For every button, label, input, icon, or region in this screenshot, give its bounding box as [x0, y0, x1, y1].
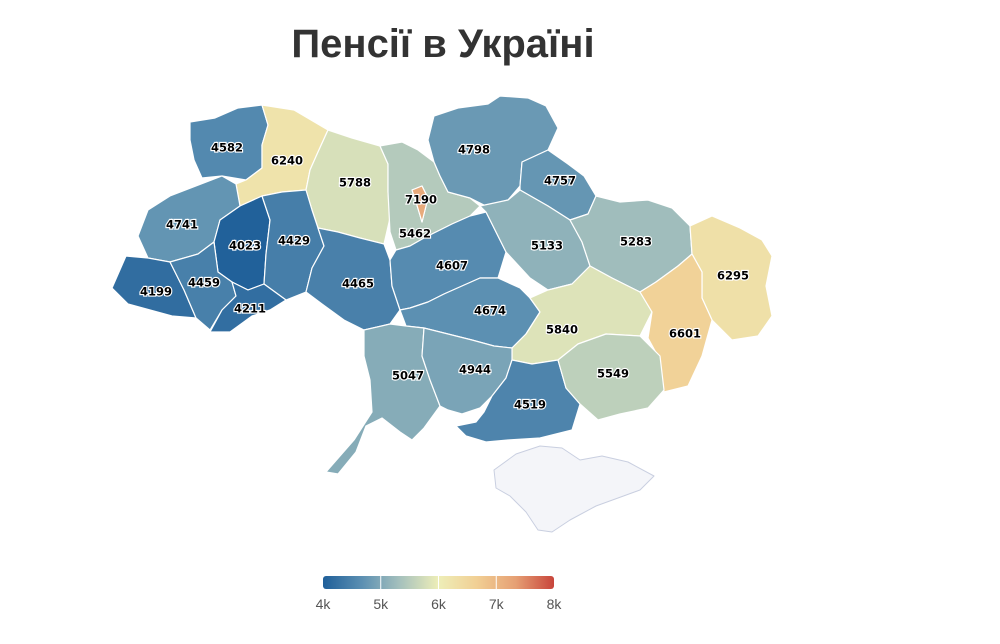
color-legend: 4k 5k 6k 7k 8k	[316, 576, 563, 612]
value-label-mykolaiv: 4944	[459, 363, 491, 377]
region-kherson[interactable]	[455, 359, 581, 443]
value-label-sumy: 4757	[544, 174, 576, 188]
value-label-donetsk: 6601	[669, 327, 701, 341]
legend-tick-label: 5k	[373, 596, 389, 612]
value-label-zhytomyr: 5788	[339, 176, 371, 190]
value-label-chernihiv: 4798	[458, 143, 490, 157]
value-label-cherkasy: 4607	[436, 259, 468, 273]
legend-tick-label: 4k	[316, 596, 332, 612]
value-label-kyiv-oblast: 5462	[399, 227, 431, 241]
legend-tick-label: 8k	[547, 596, 563, 612]
value-label-chernivtsi: 4211	[234, 302, 266, 316]
value-label-ivano-frankivsk: 4459	[188, 276, 220, 290]
value-label-rivne: 6240	[271, 154, 303, 168]
value-label-ternopil: 4023	[229, 239, 261, 253]
value-label-poltava: 5133	[531, 239, 563, 253]
value-label-dnipropetrovsk: 5840	[546, 323, 578, 337]
value-label-vinnytsia: 4465	[342, 277, 374, 291]
value-label-kherson: 4519	[514, 398, 546, 412]
legend-tick-label: 7k	[489, 596, 505, 612]
region-donetsk[interactable]	[639, 253, 713, 393]
value-label-zaporizhzhia: 5549	[597, 367, 629, 381]
value-label-luhansk: 6295	[717, 269, 749, 283]
value-label-lviv: 4741	[166, 218, 198, 232]
region-zaporizhzhia[interactable]	[557, 333, 665, 421]
map-title: Пенсії в Україні	[291, 22, 595, 66]
region-kyiv-city[interactable]	[411, 185, 429, 223]
value-label-kharkiv: 5283	[620, 235, 652, 249]
value-label-kyiv-city: 7190	[405, 193, 437, 207]
region-crimea[interactable]	[493, 445, 655, 533]
value-label-zakarpattia: 4199	[140, 285, 172, 299]
value-label-odesa: 5047	[392, 369, 424, 383]
value-label-volyn: 4582	[211, 141, 243, 155]
value-label-khmelnytskyi: 4429	[278, 234, 310, 248]
region-chernivtsi[interactable]	[209, 281, 287, 333]
legend-tick-label: 6k	[431, 596, 447, 612]
value-label-kirovohrad: 4674	[474, 304, 506, 318]
